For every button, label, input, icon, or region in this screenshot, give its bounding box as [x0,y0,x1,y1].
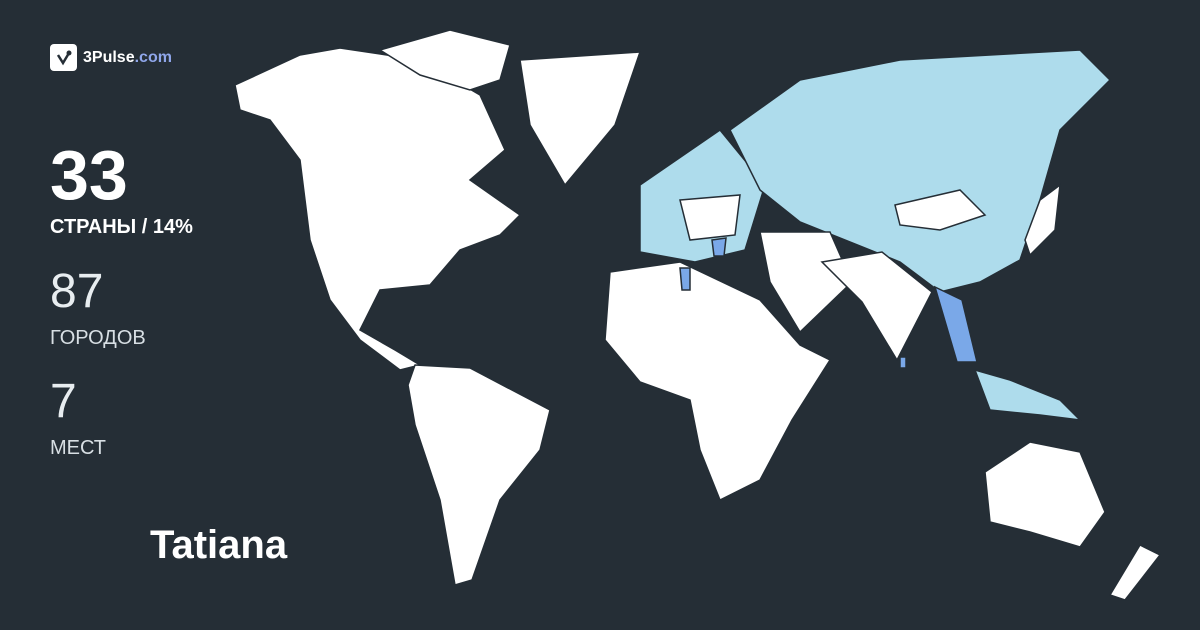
brand-name: 3Pulse [83,48,135,66]
countries-label: СТРАНЫ / 14% [50,216,193,238]
europe-west [679,194,741,241]
new-zealand [1108,544,1162,601]
africa [604,261,832,502]
tunisia [679,267,691,291]
australia [984,441,1106,548]
myanmar-thailand [933,285,978,363]
southeast-asia-islands [973,368,1083,422]
north-america [234,29,522,371]
cities-label: ГОРОДОВ [50,327,146,349]
brand-domain: .com [134,48,172,66]
japan [1024,183,1061,257]
middle-east [759,231,853,334]
india [820,251,933,362]
brand-logo[interactable]: 3Pulse .com [50,44,172,71]
south-america [407,364,551,586]
user-name: Tatiana [150,523,288,567]
pulse-logo-icon [50,44,77,71]
mongolia [894,189,987,231]
countries-count: 33 [50,136,128,214]
places-label: МЕСТ [50,437,106,459]
greece [711,237,727,257]
places-count: 7 [50,375,77,428]
cities-count: 87 [50,265,104,318]
greenland [519,51,642,187]
sri-lanka [899,356,907,369]
